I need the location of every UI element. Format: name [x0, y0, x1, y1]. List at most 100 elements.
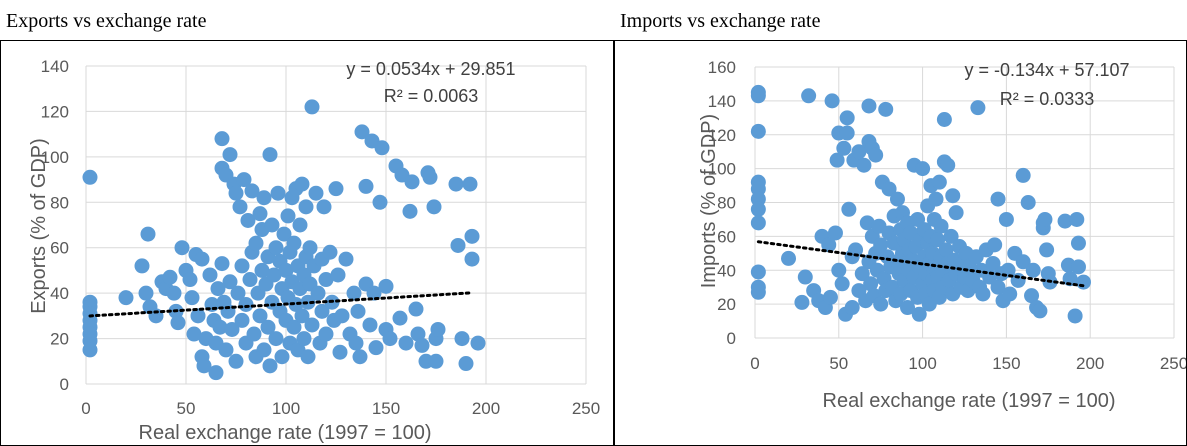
exports-data-point: [236, 172, 252, 188]
exports-data-point: [210, 281, 226, 297]
imports-y-tick-label: 140: [708, 92, 736, 111]
imports-data-point: [1062, 271, 1078, 287]
imports-y-tick-label: 60: [717, 227, 736, 246]
exports-data-point: [304, 99, 320, 115]
imports-data-point: [881, 181, 897, 197]
exports-data-point: [346, 285, 362, 301]
exports-y-axis-title: Exports (% of GDP): [28, 138, 50, 314]
imports-data-point: [824, 93, 840, 109]
exports-data-point: [450, 237, 466, 253]
exports-data-point: [134, 258, 150, 274]
exports-data-point: [366, 285, 382, 301]
exports-data-point: [222, 274, 238, 290]
exports-y-tick-label: 20: [50, 330, 69, 349]
imports-data-point: [750, 215, 766, 231]
imports-y-tick-label: 120: [708, 126, 736, 145]
imports-data-point: [859, 215, 875, 231]
exports-data-point: [428, 353, 444, 369]
imports-data-point: [829, 152, 845, 168]
imports-data-point: [834, 276, 850, 292]
imports-data-point: [851, 144, 867, 160]
exports-data-point: [190, 308, 206, 324]
imports-data-point: [1039, 242, 1055, 258]
exports-data-point: [254, 262, 270, 278]
exports-data-point: [464, 251, 480, 267]
exports-data-point: [328, 181, 344, 197]
exports-data-point: [296, 331, 312, 347]
exports-data-point: [268, 240, 284, 256]
exports-x-axis-title: Real exchange rate (1997 = 100): [139, 422, 432, 444]
imports-data-point: [931, 174, 947, 190]
exports-data-point: [318, 326, 334, 342]
exports-x-tick-label: 0: [81, 399, 90, 418]
imports-data-point: [930, 232, 946, 248]
exports-data-point: [354, 124, 370, 140]
imports-data-point: [943, 228, 959, 244]
imports-data-point: [1032, 303, 1048, 319]
exports-data-point: [184, 290, 200, 306]
exports-data-point: [230, 285, 246, 301]
exports-data-point: [322, 244, 338, 260]
exports-data-point: [464, 228, 480, 244]
exports-data-point: [118, 290, 134, 306]
exports-data-point: [212, 319, 228, 335]
imports-data-point: [831, 262, 847, 278]
exports-data-point: [392, 310, 408, 326]
imports-y-tick-label: 20: [717, 295, 736, 314]
exports-data-point: [332, 344, 348, 360]
exports-data-point: [140, 226, 156, 242]
exports-r-squared: R² = 0.0063: [384, 86, 479, 106]
exports-data-point: [372, 194, 388, 210]
exports-data-point: [82, 342, 98, 358]
exports-data-point: [268, 331, 284, 347]
imports-y-tick-label: 100: [708, 160, 736, 179]
imports-data-point: [1069, 211, 1085, 227]
exports-data-point: [266, 267, 282, 283]
imports-x-tick-label: 150: [992, 354, 1020, 373]
exports-data-point: [138, 285, 154, 301]
exports-data-point: [294, 308, 310, 324]
imports-data-point: [970, 100, 986, 116]
exports-data-point: [300, 294, 316, 310]
exports-data-point: [382, 331, 398, 347]
exports-data-point: [234, 312, 250, 328]
exports-x-tick-label: 250: [572, 399, 600, 418]
exports-data-point: [462, 176, 478, 192]
imports-x-tick-label: 100: [908, 354, 936, 373]
exports-data-point: [276, 226, 292, 242]
exports-x-tick-label: 100: [272, 399, 300, 418]
imports-y-tick-label: 80: [717, 194, 736, 213]
exports-data-point: [358, 178, 374, 194]
imports-data-point: [1037, 211, 1053, 227]
imports-data-point: [1020, 195, 1036, 210]
exports-data-point: [242, 272, 258, 288]
imports-data-point: [1067, 308, 1083, 324]
imports-data-point: [938, 242, 954, 258]
exports-data-point: [310, 285, 326, 301]
exports-data-point: [202, 267, 218, 283]
imports-data-point: [801, 88, 817, 104]
exports-data-point: [170, 315, 186, 331]
left-chart-caption: Exports vs exchange rate: [6, 10, 207, 32]
exports-data-point: [286, 319, 302, 335]
exports-data-point: [224, 321, 240, 337]
imports-data-point: [856, 157, 872, 173]
exports-data-point: [256, 342, 272, 358]
imports-x-axis-title: Real exchange rate (1997 = 100): [823, 390, 1116, 412]
imports-data-point: [863, 276, 879, 292]
exports-y-tick-label: 80: [50, 193, 69, 212]
exports-data-point: [232, 199, 248, 215]
exports-data-point: [298, 199, 314, 215]
exports-y-tick-label: 60: [50, 239, 69, 258]
exports-data-point: [196, 358, 212, 374]
imports-data-point: [878, 101, 894, 117]
exports-data-point: [244, 183, 260, 199]
imports-data-point: [990, 191, 1006, 207]
exports-data-point: [288, 297, 304, 312]
exports-data-point: [338, 251, 354, 267]
imports-data-point: [940, 157, 956, 173]
imports-trend-equation: y = -0.134x + 57.107: [964, 60, 1129, 80]
exports-data-point: [252, 206, 268, 222]
imports-x-tick-label: 200: [1076, 354, 1104, 373]
imports-y-axis-title: Imports (% of GDP): [698, 114, 720, 288]
